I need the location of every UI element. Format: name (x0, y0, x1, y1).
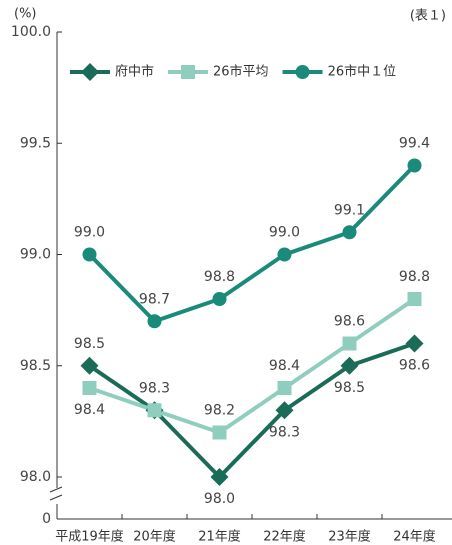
legend-label: 26市中１位 (328, 64, 397, 80)
y-tick-label: 0 (42, 511, 51, 527)
legend-label: 府中市 (115, 64, 154, 80)
data-point (147, 403, 162, 418)
data-label: 98.6 (399, 358, 430, 374)
data-point (407, 158, 422, 173)
y-tick-label: 98.0 (20, 469, 51, 485)
series-line (88, 297, 416, 435)
data-point (277, 381, 292, 395)
data-label: 98.8 (204, 269, 235, 285)
annotation: (表１) (410, 9, 446, 24)
x-tick-label: 平成19年度 (55, 529, 124, 545)
data-point (212, 292, 227, 306)
legend-marker (181, 65, 196, 79)
data-point (82, 247, 97, 262)
data-point (147, 314, 162, 329)
x-tick-label: 23年度 (328, 529, 371, 545)
data-point (80, 356, 99, 375)
axis-break (49, 486, 63, 501)
data-point (210, 468, 229, 486)
data-label: 99.1 (334, 202, 365, 218)
data-label: 98.5 (74, 336, 105, 352)
x-tick-label: 24年度 (393, 529, 436, 545)
x-tick-label: 21年度 (198, 529, 241, 545)
data-point (342, 225, 357, 240)
data-label: 98.3 (139, 380, 170, 396)
data-label: 98.6 (334, 314, 365, 330)
data-label: 99.0 (269, 225, 300, 241)
data-point (405, 334, 424, 353)
x-tick-label: 22年度 (263, 529, 306, 545)
series-line (88, 341, 416, 479)
y-tick-label: 99.5 (20, 135, 51, 151)
data-label: 99.0 (74, 225, 105, 241)
legend-marker (295, 65, 310, 79)
data-point (212, 425, 227, 440)
data-label: 98.0 (204, 491, 235, 507)
unit-label: (%) (14, 7, 37, 22)
data-point (275, 401, 294, 420)
legend-label: 26市平均 (213, 64, 269, 80)
series-line (88, 164, 416, 324)
y-tick-label: 98.5 (20, 358, 51, 374)
legend-marker (81, 63, 99, 81)
data-point (407, 292, 422, 306)
data-label: 98.4 (74, 402, 105, 418)
data-label: 98.5 (334, 380, 365, 396)
data-label: 98.3 (269, 424, 300, 440)
data-point (342, 336, 357, 351)
data-point (340, 356, 359, 375)
data-label: 98.7 (139, 291, 170, 307)
data-point (277, 247, 292, 262)
x-tick-label: 20年度 (133, 529, 176, 545)
data-label: 99.4 (399, 136, 430, 152)
y-tick-label: 99.0 (20, 247, 51, 263)
y-tick-label: 100.0 (11, 24, 51, 40)
data-label: 98.2 (204, 403, 235, 419)
data-label: 98.4 (269, 358, 300, 374)
data-label: 98.8 (399, 269, 430, 285)
data-point (82, 381, 97, 395)
